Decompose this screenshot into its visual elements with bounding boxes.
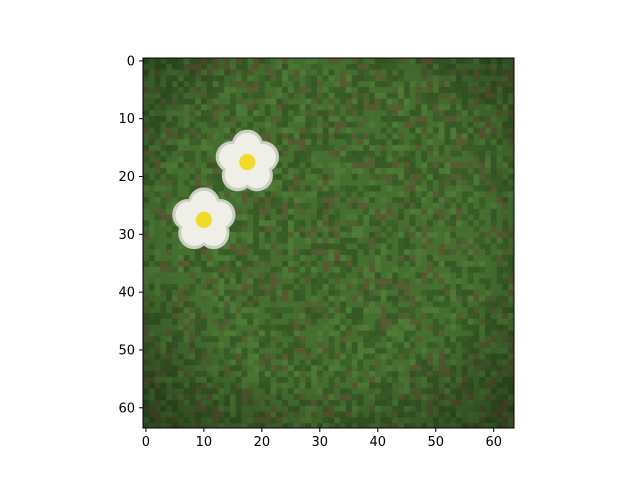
x-tick-label: 40 <box>370 435 387 450</box>
lower-flower <box>172 187 236 250</box>
x-tick-label: 0 <box>142 435 150 450</box>
upper-flower <box>215 129 279 192</box>
axes-frame <box>142 57 515 429</box>
x-axis: 0 10 20 30 40 50 60 <box>142 428 502 450</box>
y-tick-label: 10 <box>118 112 135 127</box>
x-tick-label: 50 <box>427 435 444 450</box>
flowers <box>172 129 279 250</box>
y-tick-label: 20 <box>118 170 135 185</box>
flower-center <box>195 211 212 228</box>
y-tick-label: 40 <box>118 286 135 301</box>
y-tick-label: 50 <box>118 343 135 358</box>
grass-photo <box>143 58 514 428</box>
flower-center <box>239 153 256 171</box>
x-tick-label: 60 <box>485 435 502 450</box>
x-tick-label: 30 <box>312 435 329 450</box>
y-tick-label: 60 <box>118 401 135 416</box>
y-axis: 0 10 20 30 40 50 60 <box>118 54 143 416</box>
x-tick-label: 20 <box>254 435 271 450</box>
x-tick-label: 10 <box>196 435 213 450</box>
y-tick-label: 0 <box>127 54 135 69</box>
y-tick-label: 30 <box>118 228 135 243</box>
